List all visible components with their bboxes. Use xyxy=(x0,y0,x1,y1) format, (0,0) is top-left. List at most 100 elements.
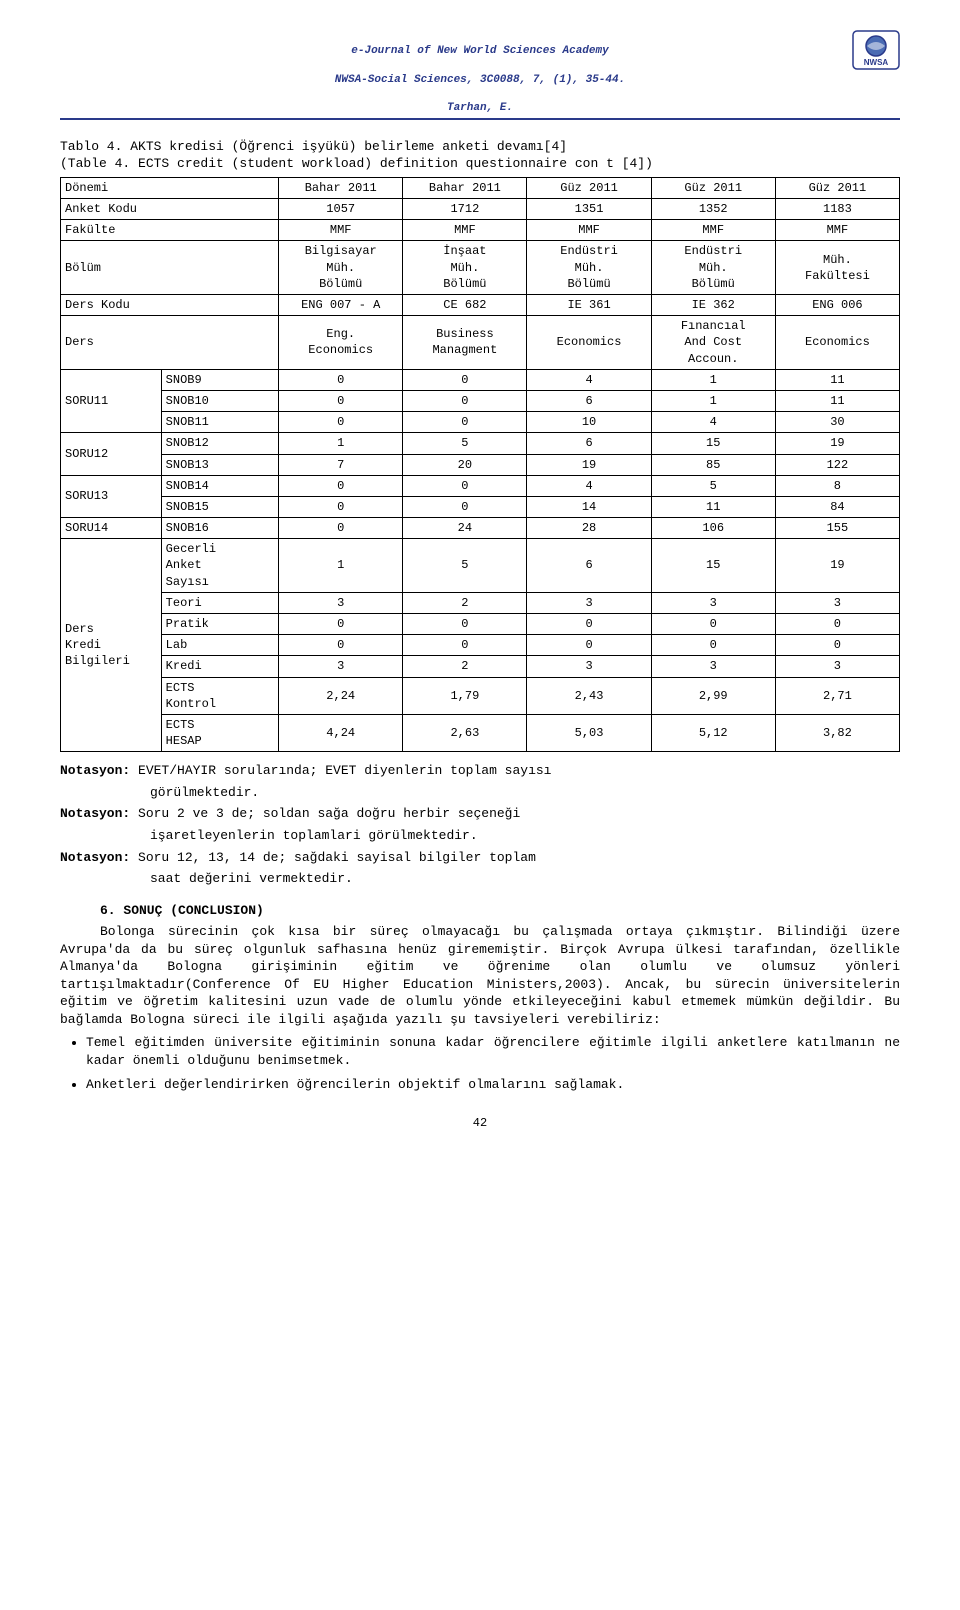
body-paragraph: Bolonga sürecinin çok kısa bir süreç olm… xyxy=(60,923,900,1028)
table-row: DersEng. EconomicsBusiness ManagmentEcon… xyxy=(61,316,900,370)
table-cell: 11 xyxy=(651,496,775,517)
table-cell: 15 xyxy=(651,539,775,593)
table-cell: 4 xyxy=(651,412,775,433)
table-cell: 5 xyxy=(403,433,527,454)
table-cell: 0 xyxy=(279,496,403,517)
table-cell: 3 xyxy=(651,656,775,677)
table-cell: 0 xyxy=(279,635,403,656)
table-cell: 5,12 xyxy=(651,714,775,751)
table-cell: 3 xyxy=(527,656,651,677)
table-cell: 0 xyxy=(279,475,403,496)
nwsa-logo-icon: NWSA xyxy=(852,30,900,70)
table-row: BölümBilgisayar Müh. Bölümüİnşaat Müh. B… xyxy=(61,241,900,295)
table-cell: 6 xyxy=(527,390,651,411)
table-cell: Güz 2011 xyxy=(527,177,651,198)
table-cell: 1712 xyxy=(403,199,527,220)
note-line: Notasyon: Soru 12, 13, 14 de; sağdaki sa… xyxy=(60,849,900,867)
table-cell: Fınancıal And Cost Accoun. xyxy=(651,316,775,370)
table-cell: 1183 xyxy=(775,199,899,220)
table-row: SNOB10006111 xyxy=(61,390,900,411)
table-cell: 1057 xyxy=(279,199,403,220)
table-cell: 122 xyxy=(775,454,899,475)
table-row: SORU12SNOB121561519 xyxy=(61,433,900,454)
table-cell: Endüstri Müh. Bölümü xyxy=(651,241,775,295)
table-cell: 0 xyxy=(403,412,527,433)
table-cell: 10 xyxy=(527,412,651,433)
table-cell: MMF xyxy=(775,220,899,241)
table-cell: Teori xyxy=(161,592,278,613)
table-cell: 19 xyxy=(775,433,899,454)
table-cell: 1351 xyxy=(527,199,651,220)
table-cell: ENG 007 - A xyxy=(279,295,403,316)
table-cell: 6 xyxy=(527,539,651,593)
table-row: SNOB1500141184 xyxy=(61,496,900,517)
table-cell: 0 xyxy=(403,635,527,656)
table-cell: 1 xyxy=(651,390,775,411)
table-cell: 0 xyxy=(279,369,403,390)
table-cell: SNOB14 xyxy=(161,475,278,496)
table-cell: 15 xyxy=(651,433,775,454)
header-line-2: NWSA-Social Sciences, 3C0088, 7, (1), 35… xyxy=(335,74,625,86)
table-cell: 14 xyxy=(527,496,651,517)
header-text: e-Journal of New World Sciences Academy … xyxy=(60,30,900,116)
table-cell: 11 xyxy=(775,369,899,390)
table-cell: Endüstri Müh. Bölümü xyxy=(527,241,651,295)
note-text: Soru 2 ve 3 de; soldan sağa doğru herbir… xyxy=(138,806,520,821)
table-cell: SNOB16 xyxy=(161,518,278,539)
table-cell: 19 xyxy=(775,539,899,593)
table-cell: MMF xyxy=(527,220,651,241)
table-row: SNOB137201985122 xyxy=(61,454,900,475)
table-cell: 0 xyxy=(403,369,527,390)
table-cell: 2 xyxy=(403,592,527,613)
table-row: FakülteMMFMMFMMFMMFMMF xyxy=(61,220,900,241)
table-cell: 0 xyxy=(279,518,403,539)
note-continuation: saat değerini vermektedir. xyxy=(60,870,900,888)
table-cell: Ders xyxy=(61,316,279,370)
table-cell: SORU14 xyxy=(61,518,162,539)
table-cell: 28 xyxy=(527,518,651,539)
table-cell: Ders Kodu xyxy=(61,295,279,316)
table-cell: SORU13 xyxy=(61,475,162,517)
note-label: Notasyon: xyxy=(60,806,138,821)
table-row: SORU14SNOB1602428106155 xyxy=(61,518,900,539)
table-cell: Gecerli Anket Sayısı xyxy=(161,539,278,593)
table-cell: 1 xyxy=(651,369,775,390)
note-label: Notasyon: xyxy=(60,763,138,778)
table-cell: 2,63 xyxy=(403,714,527,751)
table-cell: Bahar 2011 xyxy=(403,177,527,198)
table-cell: MMF xyxy=(651,220,775,241)
table-cell: 0 xyxy=(403,496,527,517)
table-cell: 8 xyxy=(775,475,899,496)
table-cell: 2,43 xyxy=(527,677,651,714)
table-cell: SNOB11 xyxy=(161,412,278,433)
table-row: Teori32333 xyxy=(61,592,900,613)
table-cell: 2,99 xyxy=(651,677,775,714)
table-cell: 0 xyxy=(775,635,899,656)
table-cell: Anket Kodu xyxy=(61,199,279,220)
table-row: SORU13SNOB1400458 xyxy=(61,475,900,496)
table-cell: 0 xyxy=(279,614,403,635)
page-number: 42 xyxy=(60,1115,900,1131)
table-cell: ENG 006 xyxy=(775,295,899,316)
table-cell: 0 xyxy=(279,390,403,411)
note-text: Soru 12, 13, 14 de; sağdaki sayisal bilg… xyxy=(138,850,536,865)
table-cell: Ders Kredi Bilgileri xyxy=(61,539,162,752)
table-cell: SNOB12 xyxy=(161,433,278,454)
note-continuation: işaretleyenlerin toplamlari görülmektedi… xyxy=(60,827,900,845)
table-caption: Tablo 4. AKTS kredisi (Öğrenci işyükü) b… xyxy=(60,138,900,173)
header-rule xyxy=(60,118,900,120)
table-cell: Kredi xyxy=(161,656,278,677)
note-text: EVET/HAYIR sorularında; EVET diyenlerin … xyxy=(138,763,551,778)
table-cell: 5 xyxy=(651,475,775,496)
table-cell: SNOB9 xyxy=(161,369,278,390)
table-cell: 0 xyxy=(651,614,775,635)
page-header: e-Journal of New World Sciences Academy … xyxy=(60,30,900,120)
table-cell: Müh. Fakültesi xyxy=(775,241,899,295)
table-cell: 3 xyxy=(651,592,775,613)
table-cell: 3 xyxy=(279,656,403,677)
table-cell: SNOB13 xyxy=(161,454,278,475)
table-cell: MMF xyxy=(403,220,527,241)
table-cell: SORU11 xyxy=(61,369,162,433)
table-cell: Dönemi xyxy=(61,177,279,198)
section-heading: 6. SONUÇ (CONCLUSION) xyxy=(100,902,900,920)
